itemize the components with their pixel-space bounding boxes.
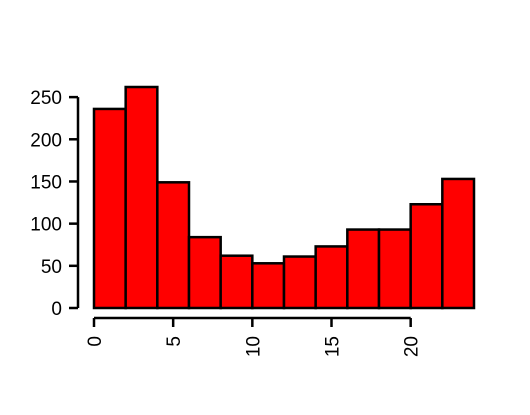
- y-tick-label: 200: [30, 130, 62, 151]
- histogram-bar: [187, 235, 222, 310]
- x-tick-label: 15: [323, 336, 344, 357]
- histogram-bar: [346, 228, 381, 310]
- histogram-bar: [282, 255, 317, 310]
- y-axis: 0 50 100 150 200 250: [30, 88, 80, 320]
- bars-group: [92, 85, 476, 310]
- x-tick-label: 5: [164, 336, 185, 347]
- histogram-bar: [251, 262, 286, 310]
- histogram-bar: [92, 107, 127, 310]
- x-tick-label: 10: [243, 336, 264, 357]
- histogram-bar: [409, 202, 444, 310]
- x-tick-label: 20: [402, 336, 423, 357]
- x-axis: 0 5 10 15 20: [85, 316, 423, 357]
- histogram-bar: [156, 181, 191, 310]
- y-tick-label: 50: [41, 257, 62, 278]
- y-tick-label: 100: [30, 215, 62, 236]
- y-tick-label: 150: [30, 172, 62, 193]
- histogram-bar: [314, 245, 349, 310]
- histogram-bar: [124, 85, 159, 310]
- histogram-bar: [377, 228, 412, 310]
- histogram-bar: [219, 254, 254, 310]
- histogram-bar: [441, 177, 476, 310]
- y-tick-label: 250: [30, 88, 62, 109]
- x-tick-label: 0: [85, 336, 106, 347]
- y-tick-label: 0: [51, 299, 62, 320]
